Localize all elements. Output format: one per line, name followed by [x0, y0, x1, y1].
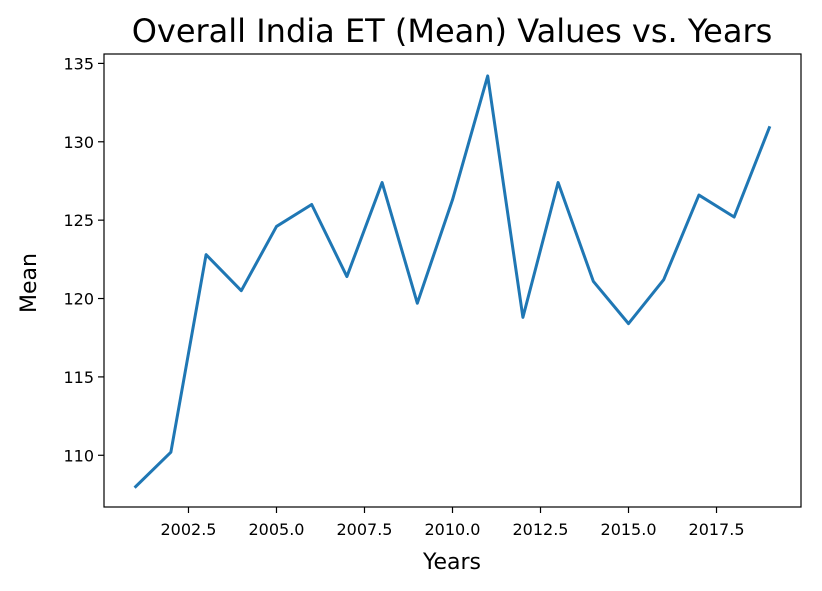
y-tick-label-1: 115 — [63, 368, 94, 387]
x-axis-label: Years — [422, 550, 481, 575]
y-tick-label-0: 110 — [63, 446, 94, 465]
x-tick-label-4: 2012.5 — [513, 520, 569, 539]
y-tick-label-5: 135 — [63, 54, 94, 73]
y-tick-label-3: 125 — [63, 211, 94, 230]
x-tick-label-2: 2007.5 — [337, 520, 393, 539]
x-tick-label-5: 2015.0 — [601, 520, 657, 539]
y-tick-label-2: 120 — [63, 290, 94, 309]
x-tick-label-3: 2010.0 — [425, 520, 481, 539]
y-axis-label: Mean — [17, 253, 42, 313]
series-line-0 — [133, 74, 772, 489]
chart-title: Overall India ET (Mean) Values vs. Years — [132, 12, 773, 50]
x-tick-label-1: 2005.0 — [248, 520, 304, 539]
x-tick-label-6: 2017.5 — [689, 520, 745, 539]
x-tick-label-0: 2002.5 — [160, 520, 216, 539]
axes-frame — [103, 53, 802, 508]
plot-area: 2002.5 2005.0 2007.5 2010.0 2012.5 2015.0 2017… — [63, 53, 802, 539]
y-tick-label-4: 130 — [63, 133, 94, 152]
